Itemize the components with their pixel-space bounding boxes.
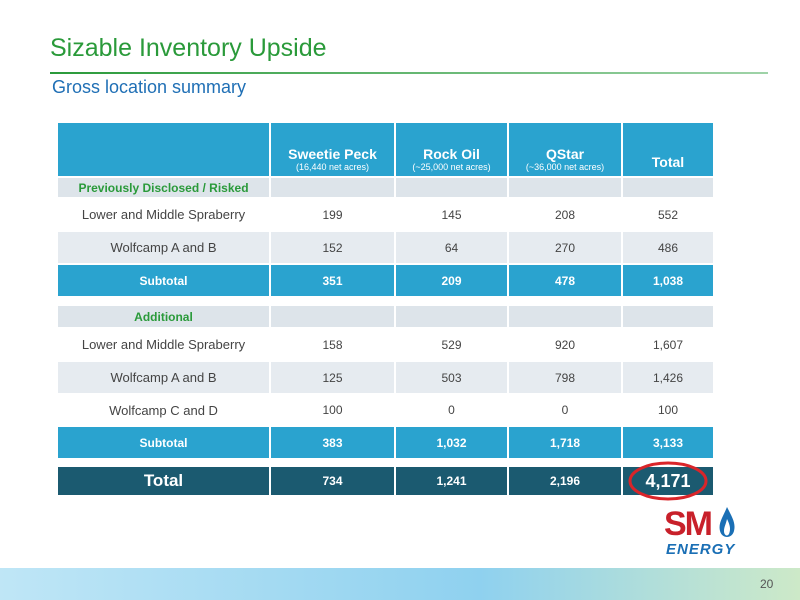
total-cell: 1,241 [395,466,508,496]
data-cell: 1,426 [622,361,714,394]
data-cell: 0 [508,394,622,426]
row-label: Wolfcamp C and D [57,394,270,426]
footer-band [0,568,800,600]
logo-brand: SM [664,505,713,543]
section-cell [508,305,622,328]
column-note: (~36,000 net acres) [525,162,605,172]
row-label: Lower and Middle Spraberry [57,198,270,231]
logo: SM ENERGY [664,505,744,560]
subtotal-cell: 3,133 [622,426,714,459]
data-cell: 529 [395,328,508,361]
data-cell: 100 [270,394,395,426]
column-note: (~25,000 net acres) [412,162,491,172]
title: Sizable Inventory Upside [50,34,327,62]
header-cell [57,122,270,177]
subtotal-cell: 383 [270,426,395,459]
section-cell [395,177,508,198]
section-cell [622,177,714,198]
title-rule [50,72,768,74]
total-cell: 734 [270,466,395,496]
data-cell: 486 [622,231,714,264]
column-header: Rock Oil (~25,000 net acres) [395,122,508,177]
data-cell: 158 [270,328,395,361]
data-cell: 503 [395,361,508,394]
subtotal-label: Subtotal [57,426,270,459]
subtotal-cell: 209 [395,264,508,297]
data-cell: 64 [395,231,508,264]
data-cell: 1,607 [622,328,714,361]
column-note: (16,440 net acres) [295,162,370,172]
data-cell: 145 [395,198,508,231]
page-number: 20 [760,577,774,591]
row-label: Lower and Middle Spraberry [57,328,270,361]
subtotal-cell: 1,038 [622,264,714,297]
data-cell: 125 [270,361,395,394]
data-cell: 552 [622,198,714,231]
section-cell [270,177,395,198]
column-name: Rock Oil [423,146,480,162]
subtotal-label: Subtotal [57,264,270,297]
data-cell: 0 [395,394,508,426]
section-cell [395,305,508,328]
subtotal-cell: 478 [508,264,622,297]
section-cell [622,305,714,328]
data-cell: 199 [270,198,395,231]
subtotal-cell: 1,032 [395,426,508,459]
logo-flame [719,507,735,537]
subtitle: Gross location summary [52,77,247,97]
data-cell: 152 [270,231,395,264]
section-cell [508,177,622,198]
column-header: Sweetie Peck (16,440 net acres) [270,122,395,177]
total-cell: 2,196 [508,466,622,496]
column-name: Sweetie Peck [288,146,377,162]
total-label: Total [57,466,270,496]
column-header: Total [622,122,714,177]
data-cell: 208 [508,198,622,231]
logo-tagline: ENERGY [666,541,736,558]
section-label: Previously Disclosed / Risked [57,177,270,198]
section-label: Additional [57,305,270,328]
data-cell: 798 [508,361,622,394]
column-header: QStar (~36,000 net acres) [508,122,622,177]
row-label: Wolfcamp A and B [57,361,270,394]
column-name: QStar [545,146,585,162]
subtotal-cell: 351 [270,264,395,297]
data-cell: 920 [508,328,622,361]
column-name: Total [651,154,685,170]
row-label: Wolfcamp A and B [57,231,270,264]
data-cell: 100 [622,394,714,426]
section-cell [270,305,395,328]
highlight-ring [628,461,708,501]
subtotal-cell: 1,718 [508,426,622,459]
data-cell: 270 [508,231,622,264]
